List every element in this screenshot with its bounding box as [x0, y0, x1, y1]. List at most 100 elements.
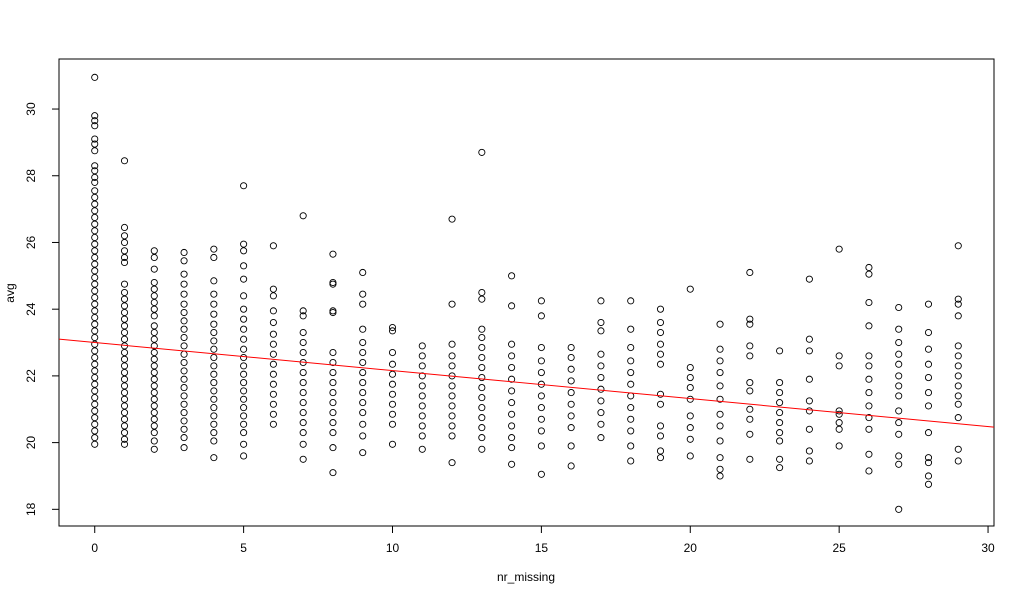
data-point	[359, 379, 367, 387]
data-point	[210, 300, 218, 308]
data-point	[776, 409, 784, 417]
data-point	[865, 322, 873, 330]
data-point	[210, 404, 218, 412]
data-point	[478, 148, 486, 156]
data-point	[537, 442, 545, 450]
data-point	[120, 389, 129, 397]
data-point	[120, 315, 129, 323]
data-point	[150, 395, 158, 403]
data-point	[329, 379, 337, 387]
data-point	[91, 347, 99, 355]
data-point	[91, 287, 99, 295]
data-point	[180, 300, 188, 308]
data-point	[567, 400, 575, 408]
data-point	[448, 300, 456, 308]
data-point	[91, 387, 99, 395]
data-point	[359, 325, 367, 333]
data-point	[359, 449, 367, 457]
data-point	[240, 247, 248, 255]
data-point	[91, 247, 99, 255]
data-point	[210, 379, 218, 387]
data-point	[150, 389, 158, 397]
data-point	[120, 429, 129, 437]
data-point	[120, 322, 129, 330]
x-tick-label: 0	[91, 541, 98, 555]
data-point	[299, 212, 307, 220]
data-point	[120, 157, 129, 165]
data-point	[91, 367, 99, 375]
data-point	[716, 410, 724, 418]
data-point	[776, 379, 784, 387]
fit-line-group	[58, 338, 995, 428]
data-point	[150, 247, 158, 255]
data-point	[567, 462, 575, 470]
data-point	[895, 360, 903, 368]
data-point	[537, 404, 545, 412]
data-point	[895, 372, 903, 380]
data-point	[180, 434, 188, 442]
data-point	[329, 409, 337, 417]
y-tick-label: 30	[24, 102, 38, 116]
data-point	[210, 290, 218, 298]
data-point	[388, 323, 397, 332]
data-point	[240, 262, 248, 270]
x-axis-title: nr_missing	[497, 570, 555, 584]
data-point	[359, 268, 367, 277]
data-point	[924, 300, 933, 308]
data-point	[776, 455, 784, 463]
data-point	[805, 347, 813, 355]
data-point	[686, 374, 694, 382]
data-point	[895, 407, 903, 415]
data-point	[91, 360, 99, 368]
data-point	[210, 362, 218, 370]
data-point	[924, 389, 933, 397]
data-point	[210, 277, 218, 285]
data-point	[954, 295, 962, 303]
data-point	[91, 440, 99, 448]
data-point	[508, 387, 516, 395]
data-point	[150, 355, 158, 363]
data-point	[91, 313, 99, 322]
data-point	[388, 348, 397, 357]
data-point	[805, 275, 813, 283]
data-point	[91, 414, 99, 422]
data-point	[240, 404, 248, 412]
data-point	[448, 352, 456, 360]
x-tick-label: 5	[240, 541, 247, 555]
data-point	[329, 399, 337, 407]
data-point	[776, 399, 784, 407]
data-point	[627, 297, 635, 305]
data-point	[91, 340, 99, 348]
data-point	[240, 325, 248, 333]
data-point	[150, 375, 158, 383]
data-point	[91, 187, 99, 195]
data-point	[240, 315, 248, 323]
data-point	[656, 422, 665, 430]
data-point	[91, 122, 99, 130]
data-point	[299, 312, 307, 320]
data-point	[120, 409, 129, 417]
data-point	[954, 372, 962, 380]
data-point	[120, 328, 129, 337]
data-point	[150, 382, 158, 390]
data-point	[627, 369, 635, 377]
data-point	[448, 422, 456, 430]
data-point	[240, 345, 248, 353]
x-tick-label: 15	[535, 541, 549, 555]
data-point	[478, 424, 486, 432]
data-point	[508, 460, 516, 468]
data-point	[91, 434, 99, 442]
data-point	[388, 380, 397, 388]
data-point	[627, 380, 635, 388]
data-point	[120, 258, 129, 267]
data-point	[627, 404, 635, 412]
data-point	[537, 470, 545, 478]
data-point	[210, 345, 218, 353]
data-point	[359, 409, 367, 417]
data-point	[299, 389, 307, 397]
data-point	[269, 380, 277, 388]
data-point	[805, 397, 813, 405]
data-point	[91, 260, 99, 268]
data-point	[210, 253, 218, 262]
data-point	[448, 362, 456, 370]
